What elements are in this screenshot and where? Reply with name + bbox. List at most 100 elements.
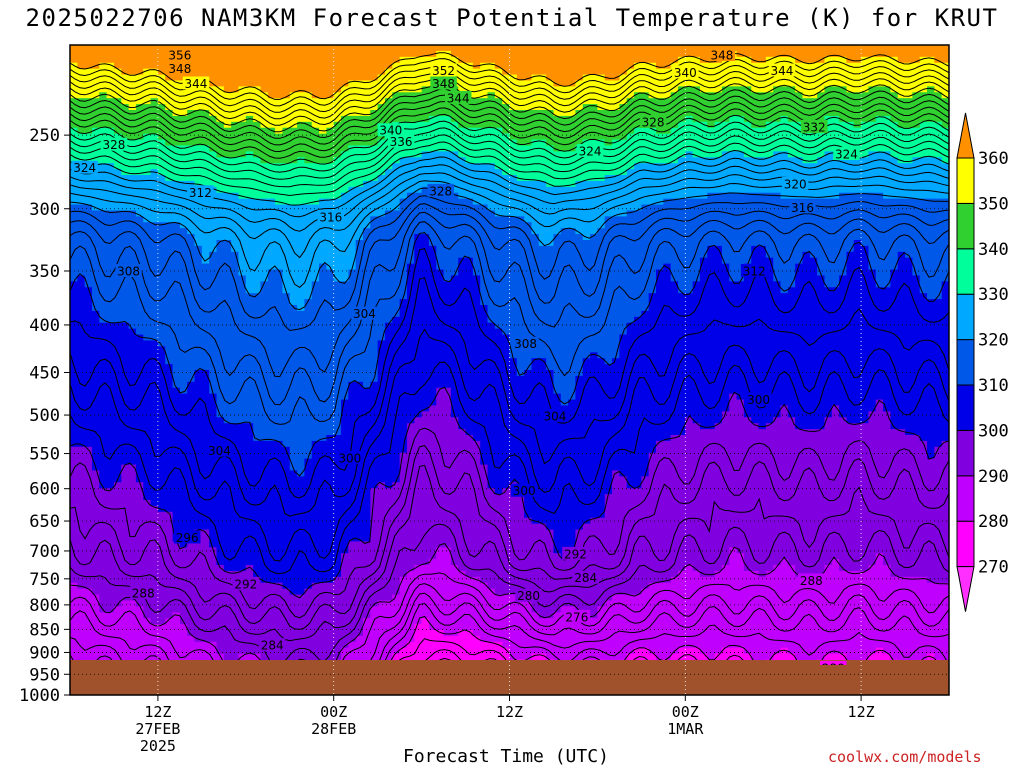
colorbar-over-arrow (956, 112, 975, 159)
contour-label: 344 (768, 63, 796, 78)
contour-label: 292 (232, 577, 260, 592)
svg-text:300: 300 (338, 451, 361, 465)
x-tick-label: 1MAR (667, 720, 704, 738)
svg-text:304: 304 (208, 444, 231, 458)
y-tick-label: 750 (29, 570, 60, 590)
contour-label: 284 (572, 570, 599, 585)
colorbar-swatch (956, 293, 975, 341)
colorbar-label: 300 (978, 421, 1009, 441)
chart-title: 2025022706 NAM3KM Forecast Potential Tem… (25, 4, 999, 32)
colorbar-label: 310 (978, 376, 1009, 396)
contour-label: 324 (71, 160, 98, 175)
contour-label: 280 (515, 588, 542, 603)
contour-label: 340 (377, 123, 405, 138)
contour-label: 348 (708, 47, 736, 62)
svg-text:280: 280 (822, 661, 845, 675)
source-watermark: coolwx.com/models (828, 748, 982, 766)
isentrope-360 (70, 52, 949, 100)
svg-text:292: 292 (564, 547, 587, 561)
colorbar-swatch (956, 429, 975, 477)
svg-text:356: 356 (168, 48, 191, 62)
contour-label: 304 (206, 443, 233, 458)
svg-text:320: 320 (784, 177, 807, 191)
x-tick-label: 28FEB (311, 720, 356, 738)
contour-label: 308 (115, 264, 142, 279)
svg-text:340: 340 (379, 124, 402, 138)
contour-label: 288 (130, 586, 157, 601)
contour-label: 328 (639, 114, 667, 129)
colorbar-swatch (956, 339, 975, 386)
contour-label: 316 (317, 209, 345, 224)
contour-label: 348 (166, 61, 194, 76)
svg-text:316: 316 (319, 210, 342, 224)
isentrope-330 (70, 148, 949, 206)
isentrope-334 (70, 134, 949, 188)
isentrope-278 (394, 638, 887, 665)
svg-text:324: 324 (579, 144, 602, 158)
isentrope-320 (70, 187, 949, 311)
contour-label: 284 (258, 638, 286, 653)
svg-text:328: 328 (102, 138, 125, 152)
svg-text:348: 348 (432, 77, 455, 91)
contour-label: 300 (336, 450, 364, 465)
svg-text:316: 316 (791, 201, 814, 215)
y-tick-label: 350 (29, 262, 60, 282)
colorbar-swatch (956, 384, 975, 431)
contour-label: 292 (562, 546, 589, 561)
contour-label: 304 (351, 306, 378, 321)
isentrope-342 (70, 107, 949, 159)
svg-text:352: 352 (432, 64, 455, 78)
contour-label: 328 (427, 183, 454, 198)
svg-text:304: 304 (543, 409, 566, 423)
colorbar-swatch (956, 248, 975, 295)
contour-label: 280 (820, 660, 847, 675)
isentrope-284 (70, 592, 949, 665)
colorbar-label: 360 (978, 149, 1009, 169)
svg-text:280: 280 (517, 589, 540, 603)
y-tick-label: 550 (29, 445, 60, 465)
svg-text:284: 284 (574, 571, 597, 585)
svg-text:284: 284 (261, 639, 284, 653)
svg-text:296: 296 (176, 531, 199, 545)
isentrope-280 (388, 615, 941, 665)
svg-text:344: 344 (447, 91, 470, 105)
contour-label: 336 (387, 134, 415, 149)
svg-text:340: 340 (674, 66, 697, 80)
isentrope-316 (70, 203, 949, 378)
x-tick-label: 12Z (144, 703, 171, 721)
contour-label: 352 (430, 63, 457, 78)
colorbar-swatch (956, 202, 975, 250)
isentrope-352 (70, 76, 949, 126)
colorbar-under-arrow (956, 566, 975, 612)
svg-text:292: 292 (234, 578, 257, 592)
svg-text:312: 312 (189, 186, 212, 200)
svg-text:288: 288 (132, 587, 155, 601)
svg-text:288: 288 (800, 574, 823, 588)
isentrope-302 (70, 361, 949, 575)
contour-label: 344 (182, 76, 210, 91)
isentrope-296 (70, 445, 949, 630)
svg-text:324: 324 (835, 148, 858, 162)
contour-label: 324 (833, 147, 860, 162)
svg-text:344: 344 (185, 77, 208, 91)
contour-label: 312 (740, 264, 768, 279)
y-tick-label: 300 (29, 200, 60, 220)
contour-label: 276 (563, 609, 591, 624)
svg-text:300: 300 (747, 393, 770, 407)
y-tick-label: 400 (29, 316, 60, 336)
svg-text:332: 332 (803, 120, 826, 134)
svg-text:328: 328 (429, 184, 452, 198)
isentrope-332 (70, 141, 949, 197)
x-tick-label: 00Z (320, 703, 347, 721)
x-tick-label: 12Z (496, 703, 523, 721)
svg-text:328: 328 (642, 115, 665, 129)
colorbar-label: 350 (978, 194, 1009, 214)
contour-label: 304 (541, 408, 569, 423)
contour-label: 288 (798, 573, 825, 588)
contour-label: 348 (430, 76, 457, 91)
contour-label: 320 (781, 176, 809, 191)
svg-text:308: 308 (514, 337, 537, 351)
